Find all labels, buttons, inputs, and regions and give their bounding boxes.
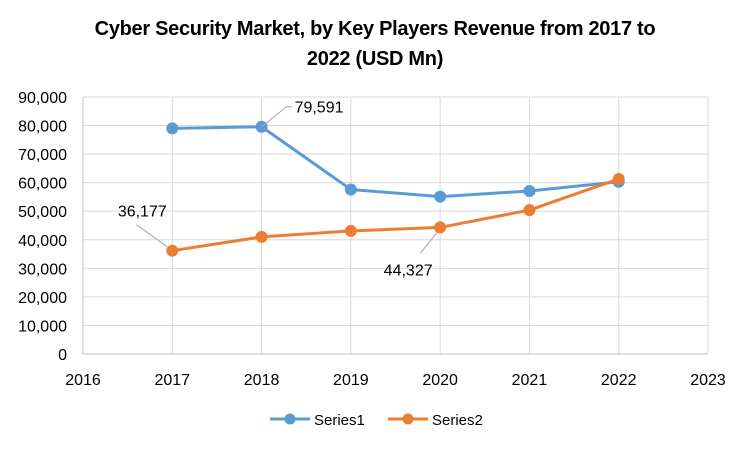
x-tick-label: 2023 <box>690 372 726 389</box>
y-tick-label: 30,000 <box>18 261 67 278</box>
x-tick-label: 2016 <box>65 372 101 389</box>
legend: Series1 Series2 <box>270 412 483 429</box>
y-tick-label: 60,000 <box>18 176 67 193</box>
gridlines <box>82 96 709 355</box>
chart-title: Cyber Security Market, by Key Players Re… <box>0 14 750 74</box>
data-point-series2 <box>612 172 625 185</box>
data-labels: 79,591 36,177 44,327 <box>118 100 438 279</box>
x-tick-label: 2022 <box>601 372 637 389</box>
leader-line <box>419 232 438 254</box>
x-tick-label: 2020 <box>422 372 458 389</box>
data-point-series1 <box>434 190 447 203</box>
axes: 0 10,000 20,000 30,000 40,000 50,000 60,000 70,… <box>18 90 726 389</box>
y-tick-label: 90,000 <box>18 90 67 107</box>
y-tick-label: 20,000 <box>18 290 67 307</box>
series-line-series2 <box>170 177 621 253</box>
data-point-series2 <box>523 204 536 217</box>
leader-line <box>261 106 293 128</box>
data-label: 79,591 <box>295 100 344 117</box>
x-tick-label: 2017 <box>154 372 190 389</box>
series-line-series1 <box>170 125 621 199</box>
y-tick-label: 80,000 <box>18 119 67 136</box>
data-point-series2 <box>255 230 268 243</box>
data-point-series1 <box>166 122 179 135</box>
data-point-series2 <box>434 221 447 234</box>
y-tick-label: 40,000 <box>18 233 67 250</box>
x-tick-label: 2019 <box>333 372 369 389</box>
data-label: 44,327 <box>384 262 433 279</box>
legend-label-series2: Series2 <box>432 412 483 429</box>
leader-line <box>135 224 168 248</box>
x-tick-label: 2021 <box>512 372 548 389</box>
y-tick-label: 10,000 <box>18 318 67 335</box>
chart-title-line-1: Cyber Security Market, by Key Players Re… <box>94 18 656 40</box>
data-point-series1 <box>523 184 536 197</box>
data-point-series1 <box>344 183 357 196</box>
series-lines <box>166 120 625 257</box>
data-label: 36,177 <box>118 204 167 221</box>
y-tick-label: 70,000 <box>18 147 67 164</box>
data-point-series2 <box>166 244 179 257</box>
y-tick-label: 0 <box>58 347 67 364</box>
x-tick-label: 2018 <box>244 372 280 389</box>
legend-label-series1: Series1 <box>314 412 365 429</box>
y-tick-label: 50,000 <box>18 204 67 221</box>
chart-title-line-2: 2022 (USD Mn) <box>306 48 444 70</box>
data-point-series2 <box>344 224 357 237</box>
legend-marker-series1 <box>284 413 296 425</box>
legend-marker-series2 <box>402 413 414 425</box>
